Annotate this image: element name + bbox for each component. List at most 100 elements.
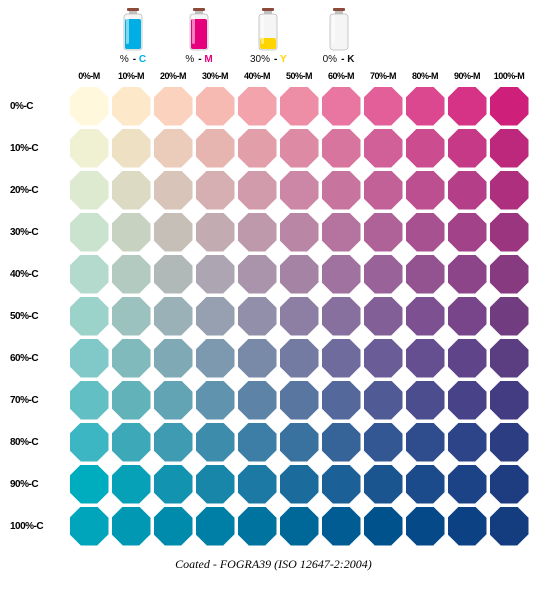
swatch-c9-m7 xyxy=(362,463,404,505)
octagon-swatch xyxy=(448,465,487,504)
row-header-5: 50%-C xyxy=(8,295,68,337)
swatch-c0-m8 xyxy=(404,85,446,127)
bottle-label-k: 0%- K xyxy=(323,54,355,65)
octagon-swatch xyxy=(238,465,277,504)
swatch-c2-m9 xyxy=(446,169,488,211)
octagon-swatch xyxy=(70,87,109,126)
octagon-swatch xyxy=(154,87,193,126)
octagon-swatch xyxy=(364,423,403,462)
swatch-c0-m2 xyxy=(152,85,194,127)
octagon-swatch xyxy=(112,297,151,336)
swatch-c9-m8 xyxy=(404,463,446,505)
swatch-c8-m5 xyxy=(278,421,320,463)
row-header-1: 10%-C xyxy=(8,127,68,169)
bottle-c: %- C xyxy=(118,8,148,65)
octagon-swatch xyxy=(322,339,361,378)
octagon-swatch xyxy=(112,255,151,294)
swatch-c2-m1 xyxy=(110,169,152,211)
octagon-swatch xyxy=(196,507,235,546)
octagon-swatch xyxy=(448,129,487,168)
swatch-c10-m3 xyxy=(194,505,236,547)
octagon-swatch xyxy=(112,87,151,126)
swatch-c4-m5 xyxy=(278,253,320,295)
octagon-swatch xyxy=(70,297,109,336)
octagon-swatch xyxy=(406,339,445,378)
swatch-c5-m8 xyxy=(404,295,446,337)
octagon-swatch xyxy=(448,255,487,294)
swatch-c5-m7 xyxy=(362,295,404,337)
swatch-c8-m9 xyxy=(446,421,488,463)
swatch-c10-m9 xyxy=(446,505,488,547)
swatch-c6-m4 xyxy=(236,337,278,379)
swatch-c2-m7 xyxy=(362,169,404,211)
octagon-swatch xyxy=(364,381,403,420)
bottle-label-c: %- C xyxy=(120,54,146,65)
swatch-c0-m5 xyxy=(278,85,320,127)
swatch-c8-m8 xyxy=(404,421,446,463)
swatch-c6-m8 xyxy=(404,337,446,379)
swatch-c10-m10 xyxy=(488,505,530,547)
octagon-swatch xyxy=(448,339,487,378)
swatch-c4-m9 xyxy=(446,253,488,295)
octagon-swatch xyxy=(448,507,487,546)
octagon-swatch xyxy=(238,255,277,294)
octagon-swatch xyxy=(448,297,487,336)
octagon-swatch xyxy=(70,171,109,210)
octagon-swatch xyxy=(364,465,403,504)
swatch-c7-m9 xyxy=(446,379,488,421)
octagon-swatch xyxy=(70,465,109,504)
row-header-6: 60%-C xyxy=(8,337,68,379)
octagon-swatch xyxy=(112,213,151,252)
swatch-c4-m6 xyxy=(320,253,362,295)
swatch-c9-m1 xyxy=(110,463,152,505)
octagon-swatch xyxy=(448,423,487,462)
octagon-swatch xyxy=(112,339,151,378)
swatch-c8-m3 xyxy=(194,421,236,463)
octagon-swatch xyxy=(154,213,193,252)
octagon-swatch xyxy=(154,381,193,420)
swatch-c7-m0 xyxy=(68,379,110,421)
swatch-c0-m7 xyxy=(362,85,404,127)
octagon-swatch xyxy=(196,423,235,462)
octagon-swatch xyxy=(322,465,361,504)
swatch-c8-m6 xyxy=(320,421,362,463)
swatch-c6-m5 xyxy=(278,337,320,379)
octagon-swatch xyxy=(406,465,445,504)
swatch-c9-m5 xyxy=(278,463,320,505)
octagon-swatch xyxy=(322,87,361,126)
swatch-c3-m5 xyxy=(278,211,320,253)
octagon-swatch xyxy=(406,507,445,546)
swatch-c0-m0 xyxy=(68,85,110,127)
swatch-c10-m4 xyxy=(236,505,278,547)
ink-bottles-row: %- C %- M 30%- Y 0%- K xyxy=(118,8,539,65)
octagon-swatch xyxy=(448,87,487,126)
octagon-swatch xyxy=(280,129,319,168)
row-header-8: 80%-C xyxy=(8,421,68,463)
swatch-c7-m5 xyxy=(278,379,320,421)
col-header-10: 100%-M xyxy=(488,71,530,81)
octagon-swatch xyxy=(448,213,487,252)
swatch-c1-m10 xyxy=(488,127,530,169)
swatch-c4-m10 xyxy=(488,253,530,295)
swatch-c4-m0 xyxy=(68,253,110,295)
swatch-c3-m7 xyxy=(362,211,404,253)
swatch-c9-m4 xyxy=(236,463,278,505)
swatch-c2-m6 xyxy=(320,169,362,211)
swatch-c3-m6 xyxy=(320,211,362,253)
swatch-c9-m3 xyxy=(194,463,236,505)
octagon-swatch xyxy=(406,423,445,462)
octagon-swatch xyxy=(364,339,403,378)
swatch-c2-m2 xyxy=(152,169,194,211)
octagon-swatch xyxy=(196,339,235,378)
octagon-swatch xyxy=(196,255,235,294)
octagon-swatch xyxy=(280,507,319,546)
octagon-swatch xyxy=(490,381,529,420)
octagon-swatch xyxy=(112,507,151,546)
octagon-swatch xyxy=(154,171,193,210)
octagon-swatch xyxy=(154,255,193,294)
swatch-c1-m3 xyxy=(194,127,236,169)
bottle-y: 30%- Y xyxy=(250,8,287,65)
swatch-c0-m6 xyxy=(320,85,362,127)
swatch-c3-m9 xyxy=(446,211,488,253)
octagon-swatch xyxy=(238,339,277,378)
